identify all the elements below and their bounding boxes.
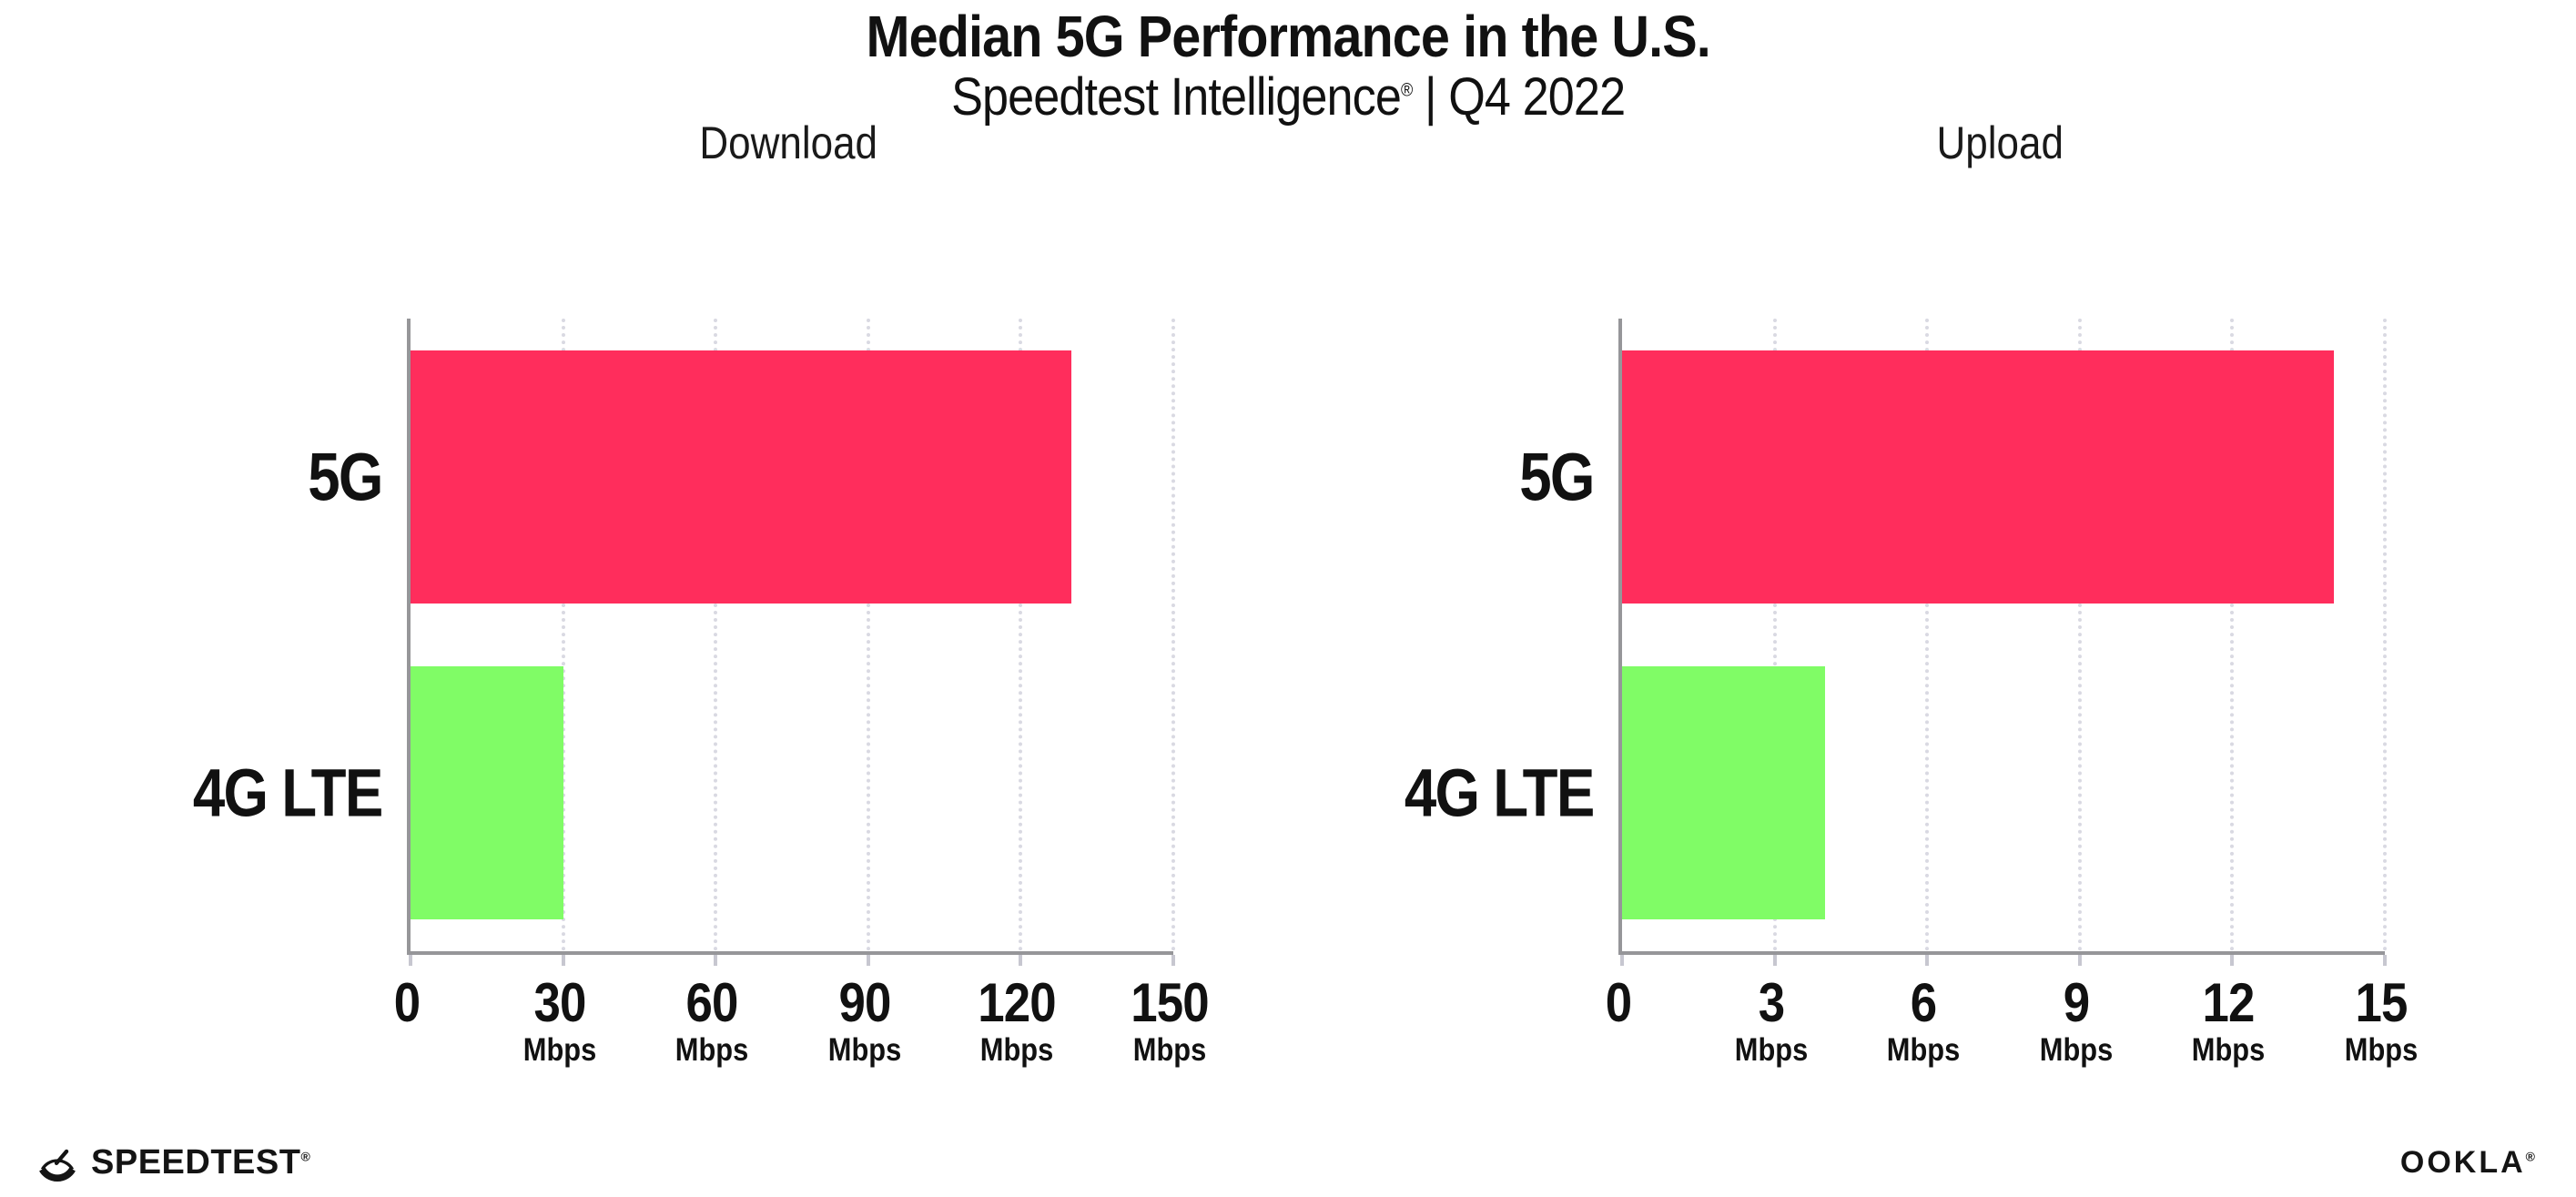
gridline-60	[714, 319, 718, 951]
chart-title-upload-text: Upload	[1936, 117, 2064, 168]
category-labels: 5G 4G LTE	[1293, 319, 1596, 951]
x-axis-ticks: 0 30 Mbps 60 Mbps 90 Mbps 120 Mbps 150 Mbps	[394, 972, 1210, 1094]
axis-tick-mark-12	[2230, 955, 2235, 966]
category-label-4g-lte: 4G LTE	[1405, 755, 1595, 831]
subtitle-period: Q4 2022	[1448, 67, 1626, 127]
download-chart: Download 5G 4G LTE 0 30 Mbps 60 Mbps 90 Mbps 120…	[0, 117, 1288, 1100]
chart-title-upload: Upload	[1618, 117, 2381, 169]
x-tick-value: 12	[2202, 972, 2256, 1033]
axis-tick-mark-15	[2383, 955, 2387, 966]
page-title-text: Median 5G Performance in the U.S.	[866, 4, 1710, 69]
subtitle-product: Speedtest Intelligence	[950, 67, 1402, 127]
x-tick-unit: Mbps	[1886, 1032, 1961, 1068]
bar-5g	[1622, 350, 2335, 604]
x-tick-value: 0	[1605, 972, 1632, 1033]
x-tick-value: 15	[2355, 972, 2409, 1033]
x-tick-90: 90 Mbps	[827, 972, 902, 1068]
axis-tick-mark-150	[1171, 955, 1175, 966]
axis-tick-mark-9	[2077, 955, 2082, 966]
x-tick-value: 0	[393, 972, 421, 1033]
x-tick-unit: Mbps	[2192, 1032, 2266, 1068]
x-tick-0: 0	[393, 972, 421, 1033]
bar-4g-lte	[411, 666, 563, 920]
x-tick-unit: Mbps	[522, 1032, 596, 1068]
x-tick-30: 30 Mbps	[522, 972, 596, 1068]
x-tick-unit: Mbps	[2039, 1032, 2114, 1068]
plot-area	[1618, 319, 2387, 966]
axis-tick-mark-60	[714, 955, 718, 966]
axis-tick-mark-6	[1925, 955, 1930, 966]
speedtest-wordmark-text: SPEEDTEST	[91, 1143, 301, 1182]
axis-tick-mark-120	[1019, 955, 1023, 966]
x-tick-value: 90	[838, 972, 891, 1033]
axis-tick-mark-0	[409, 955, 412, 966]
x-tick-0: 0	[1605, 972, 1632, 1033]
page-subtitle: Speedtest Intelligence® | Q4 2022	[0, 71, 2576, 124]
gridline-15	[2383, 319, 2387, 951]
gridline-150	[1171, 319, 1175, 951]
x-tick-6: 6 Mbps	[1886, 972, 1961, 1068]
bar-4g-lte	[1622, 666, 1826, 920]
x-tick-150: 150 Mbps	[1131, 972, 1209, 1068]
x-tick-value: 150	[1131, 972, 1209, 1033]
x-tick-value: 6	[1910, 972, 1937, 1033]
header: Median 5G Performance in the U.S. Speedt…	[0, 0, 2576, 124]
x-tick-unit: Mbps	[2344, 1032, 2419, 1068]
speedtest-logo: SPEEDTEST®	[36, 1140, 310, 1186]
x-tick-value: 120	[978, 972, 1057, 1033]
axis-tick-mark-3	[1772, 955, 1777, 966]
gridline-90	[866, 319, 870, 951]
x-tick-60: 60 Mbps	[674, 972, 749, 1068]
subtitle-separator: |	[1412, 67, 1449, 127]
x-axis-ticks: 0 3 Mbps 6 Mbps 9 Mbps 12 Mbps 15 Mbps	[1606, 972, 2418, 1094]
axis-tick-mark-30	[561, 955, 565, 966]
speedtest-gauge-icon	[36, 1140, 78, 1186]
x-tick-value: 60	[685, 972, 739, 1033]
category-labels: 5G 4G LTE	[82, 319, 384, 951]
subtitle-text: Speedtest Intelligence® | Q4 2022	[951, 71, 1626, 124]
x-tick-unit: Mbps	[674, 1032, 749, 1068]
gridline-120	[1019, 319, 1023, 951]
axis-tick-mark-0	[1620, 955, 1624, 966]
x-tick-value: 30	[533, 972, 586, 1033]
x-tick-unit: Mbps	[980, 1032, 1054, 1068]
page-title: Median 5G Performance in the U.S.	[0, 0, 2576, 66]
plot-area	[407, 319, 1175, 966]
gridline-6	[1925, 319, 1930, 951]
category-label-5g: 5G	[308, 439, 384, 515]
x-tick-unit: Mbps	[1734, 1032, 1808, 1068]
ookla-trademark: ®	[2525, 1149, 2538, 1164]
speedtest-wordmark: SPEEDTEST®	[91, 1143, 310, 1182]
chart-title-download-text: Download	[699, 117, 877, 168]
upload-chart: Upload 5G 4G LTE 0 3 Mbps 6 Mbps 9 Mbps 12 Mbps 15…	[1212, 117, 2500, 1100]
x-tick-unit: Mbps	[827, 1032, 902, 1068]
registered-mark: ®	[1400, 80, 1413, 101]
x-tick-12: 12 Mbps	[2192, 972, 2266, 1068]
x-tick-value: 3	[1758, 972, 1784, 1033]
gridline-30	[561, 319, 565, 951]
category-label-5g: 5G	[1519, 439, 1596, 515]
ookla-logo: OOKLA®	[2400, 1145, 2538, 1181]
x-tick-value: 9	[2063, 972, 2090, 1033]
x-tick-3: 3 Mbps	[1734, 972, 1808, 1068]
x-tick-unit: Mbps	[1132, 1032, 1207, 1068]
x-tick-9: 9 Mbps	[2039, 972, 2114, 1068]
bar-5g	[411, 350, 1072, 604]
gridline-12	[2230, 319, 2235, 951]
ookla-wordmark-text: OOKLA	[2399, 1145, 2526, 1180]
chart-title-download: Download	[407, 117, 1170, 169]
speedtest-trademark: ®	[300, 1149, 311, 1164]
gridline-9	[2077, 319, 2082, 951]
axis-tick-mark-90	[866, 955, 870, 966]
x-tick-120: 120 Mbps	[978, 972, 1057, 1068]
category-label-4g-lte: 4G LTE	[193, 755, 383, 831]
gridline-3	[1772, 319, 1777, 951]
x-tick-15: 15 Mbps	[2344, 972, 2419, 1068]
